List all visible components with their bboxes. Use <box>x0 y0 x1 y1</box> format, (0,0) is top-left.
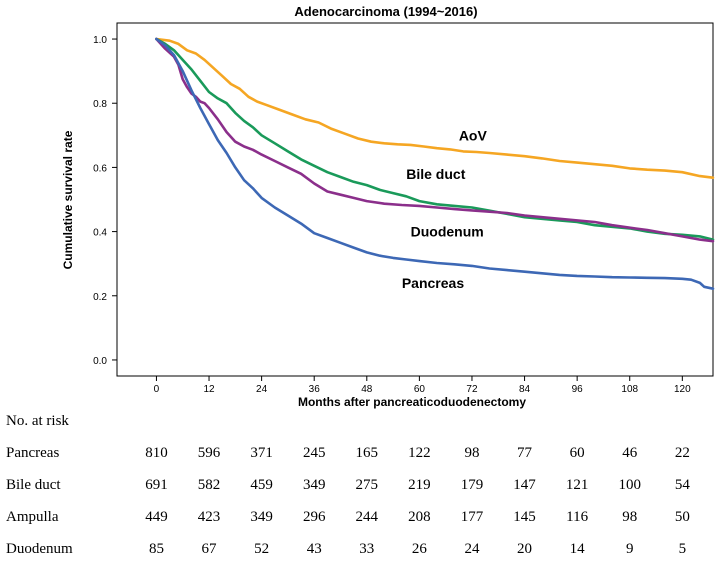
survival-curves <box>155 37 715 291</box>
risk-row-label: Ampulla <box>6 509 59 525</box>
risk-cell: 459 <box>250 477 273 493</box>
risk-cell: 14 <box>569 541 585 557</box>
x-axis-label: Months after pancreaticoduodenectomy <box>298 395 526 409</box>
risk-cell: 177 <box>460 509 484 525</box>
risk-cell: 52 <box>254 541 270 557</box>
risk-cell: 33 <box>359 541 375 557</box>
x-tick-label: 96 <box>572 384 584 395</box>
risk-cell: 5 <box>678 541 687 557</box>
curve-label-bile-duct: Bile duct <box>406 166 465 182</box>
curve-bile-duct <box>155 37 715 241</box>
curve-label-pancreas: Pancreas <box>402 275 464 291</box>
risk-cell: 245 <box>302 445 326 461</box>
risk-row: Pancreas 810 596 371 245 165 122 98 77 60 46 22 <box>0 445 721 465</box>
x-tick-label: 24 <box>256 384 268 395</box>
risk-row: Ampulla 449 423 349 296 244 208 177 145 116 98 50 <box>0 509 721 529</box>
risk-cell: 43 <box>306 541 322 557</box>
risk-cell: 9 <box>625 541 634 557</box>
y-tick-label: 0.0 <box>93 356 107 367</box>
risk-row-label: Bile duct <box>6 477 61 493</box>
risk-cell: 122 <box>408 445 431 461</box>
x-tick-label: 120 <box>674 384 691 395</box>
risk-cell: 423 <box>197 509 221 525</box>
y-axis-label: Cumulative survival rate <box>61 130 75 269</box>
risk-cell: 50 <box>674 509 690 525</box>
risk-cell: 582 <box>197 477 221 493</box>
risk-cell: 20 <box>517 541 533 557</box>
risk-cell: 810 <box>145 445 168 461</box>
risk-cell: 54 <box>674 477 690 493</box>
risk-cell: 85 <box>148 541 164 557</box>
y-tick-label: 0.2 <box>93 292 107 303</box>
chart-title: Adenocarcinoma (1994~2016) <box>294 4 477 19</box>
risk-table-title: No. at risk <box>6 413 69 429</box>
risk-cell: 179 <box>460 477 484 493</box>
x-tick-label: 0 <box>154 384 160 395</box>
risk-row: Duodenum 85 67 52 43 33 26 24 20 14 9 5 <box>0 541 721 561</box>
risk-cell: 147 <box>513 477 536 493</box>
x-tick-label: 12 <box>203 384 215 395</box>
risk-cell: 77 <box>517 445 533 461</box>
curve-pancreas <box>155 37 715 291</box>
risk-cell: 275 <box>355 477 379 493</box>
x-tick-label: 72 <box>466 384 478 395</box>
risk-cell: 349 <box>302 477 326 493</box>
y-tick-label: 0.6 <box>93 163 107 174</box>
risk-cell: 691 <box>145 477 168 493</box>
risk-cell: 371 <box>250 445 273 461</box>
curve-label-aov: AoV <box>459 127 488 143</box>
risk-cell: 219 <box>408 477 431 493</box>
risk-cell: 46 <box>622 445 638 461</box>
y-axis: 0.0 0.2 0.4 0.6 0.8 1.0 <box>93 35 117 367</box>
risk-cell: 22 <box>674 445 690 461</box>
y-tick-label: 0.4 <box>93 228 107 239</box>
risk-cell: 98 <box>464 445 480 461</box>
risk-cell: 98 <box>622 509 638 525</box>
risk-cell: 596 <box>197 445 221 461</box>
curve-label-duodenum: Duodenum <box>411 224 484 240</box>
risk-cell: 121 <box>565 477 589 493</box>
risk-cell: 449 <box>145 509 168 525</box>
x-tick-label: 48 <box>361 384 373 395</box>
risk-row: Bile duct 691 582 459 349 275 219 179 147 121 100 5… <box>0 477 721 497</box>
risk-cell: 165 <box>355 445 379 461</box>
risk-row-label: Duodenum <box>6 541 73 557</box>
risk-cell: 208 <box>408 509 431 525</box>
curve-labels: AoV Bile duct Duodenum Pancreas <box>402 127 488 291</box>
risk-cell: 60 <box>569 445 585 461</box>
risk-cell: 296 <box>302 509 326 525</box>
x-tick-label: 60 <box>414 384 426 395</box>
risk-cell: 116 <box>566 509 589 525</box>
curve-aov <box>155 37 715 179</box>
risk-cell: 349 <box>250 509 273 525</box>
x-axis: 0 12 24 36 48 60 72 84 96 108 120 <box>154 376 691 395</box>
x-tick-label: 36 <box>309 384 321 395</box>
x-tick-label: 108 <box>621 384 638 395</box>
risk-row-label: Pancreas <box>6 445 60 461</box>
risk-cell: 67 <box>201 541 217 557</box>
risk-cell: 100 <box>618 477 641 493</box>
risk-cell: 145 <box>513 509 536 525</box>
risk-cell: 24 <box>464 541 480 557</box>
x-tick-label: 84 <box>519 384 531 395</box>
plot-frame <box>116 22 714 377</box>
risk-cell: 26 <box>411 541 427 557</box>
risk-cell: 244 <box>355 509 379 525</box>
y-tick-label: 1.0 <box>93 35 107 46</box>
curve-duodenum <box>155 37 715 243</box>
survival-chart: Adenocarcinoma (1994~2016) 0.00.20.40.60… <box>61 4 715 409</box>
y-tick-label: 0.8 <box>93 99 107 110</box>
